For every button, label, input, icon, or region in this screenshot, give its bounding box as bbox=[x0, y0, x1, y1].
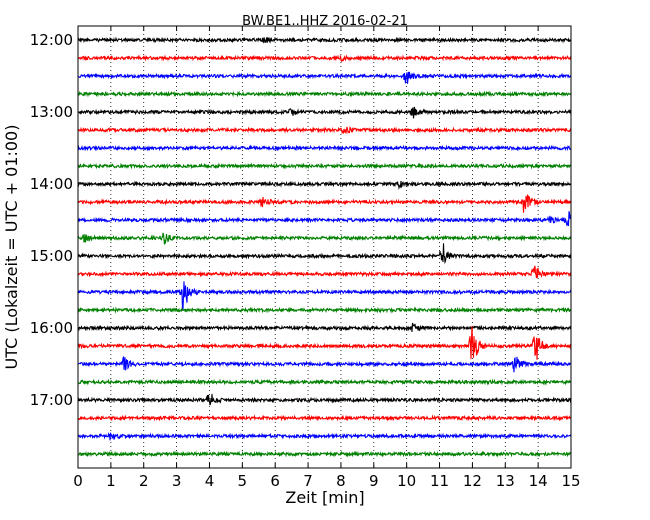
grid-lines bbox=[110, 26, 539, 468]
trace-line bbox=[77, 431, 572, 441]
trace-line bbox=[77, 144, 572, 152]
x-tick-label: 11 bbox=[430, 472, 449, 490]
trace-line bbox=[77, 306, 572, 314]
trace-line bbox=[77, 393, 572, 406]
x-tick-label: 13 bbox=[496, 472, 515, 490]
x-tick-label: 0 bbox=[73, 472, 83, 490]
y-axis-label: UTC (Lokalzeit = UTC + 01:00) bbox=[2, 125, 21, 370]
trace-line bbox=[77, 414, 572, 422]
x-tick-label: 8 bbox=[336, 472, 346, 490]
chart-title: BW.BE1..HHZ 2016-02-21 bbox=[242, 14, 408, 29]
trace-line bbox=[77, 180, 572, 190]
y-tick-label: 16:00 bbox=[30, 319, 73, 337]
x-tick-label: 12 bbox=[463, 472, 482, 490]
trace-line bbox=[77, 326, 572, 360]
trace-line bbox=[77, 281, 572, 311]
x-axis: 0 1 2 3 4 5 6 7 8 9 10 11 12 13 14 15 bbox=[73, 26, 581, 490]
trace-line bbox=[77, 194, 572, 213]
x-tick-label: 1 bbox=[106, 472, 116, 490]
x-tick-label: 7 bbox=[303, 472, 313, 490]
trace-line bbox=[77, 378, 572, 386]
y-tick-label: 12:00 bbox=[30, 31, 73, 49]
x-tick-label: 3 bbox=[172, 472, 182, 490]
trace-line bbox=[77, 265, 572, 279]
trace-line bbox=[77, 243, 572, 265]
x-tick-label: 5 bbox=[238, 472, 248, 490]
x-tick-label: 10 bbox=[397, 472, 416, 490]
trace-line bbox=[77, 90, 572, 98]
y-tick-label: 13:00 bbox=[30, 103, 73, 121]
x-tick-label: 2 bbox=[139, 472, 149, 490]
y-tick-label: 15:00 bbox=[30, 247, 73, 265]
trace-line bbox=[77, 126, 572, 135]
trace-line bbox=[77, 322, 572, 332]
trace-line bbox=[77, 71, 572, 84]
trace-line bbox=[77, 36, 572, 44]
x-tick-label: 14 bbox=[529, 472, 548, 490]
y-tick-label: 17:00 bbox=[30, 391, 73, 409]
trace-line bbox=[77, 450, 572, 458]
x-tick-label: 9 bbox=[369, 472, 379, 490]
trace-line bbox=[77, 54, 572, 63]
trace-line bbox=[77, 211, 572, 227]
x-tick-label: 15 bbox=[561, 472, 580, 490]
trace-line bbox=[77, 162, 572, 170]
y-tick-label: 14:00 bbox=[30, 175, 73, 193]
trace-line bbox=[77, 106, 572, 119]
trace-line bbox=[77, 232, 572, 245]
x-tick-label: 6 bbox=[270, 472, 280, 490]
y-axis: 12:00 13:00 14:00 15:00 16:00 17:00 bbox=[30, 31, 571, 409]
x-axis-label: Zeit [min] bbox=[285, 488, 364, 507]
traces bbox=[77, 36, 572, 458]
plot-frame bbox=[77, 25, 572, 469]
trace-line bbox=[77, 356, 572, 373]
x-tick-label: 4 bbox=[205, 472, 215, 490]
